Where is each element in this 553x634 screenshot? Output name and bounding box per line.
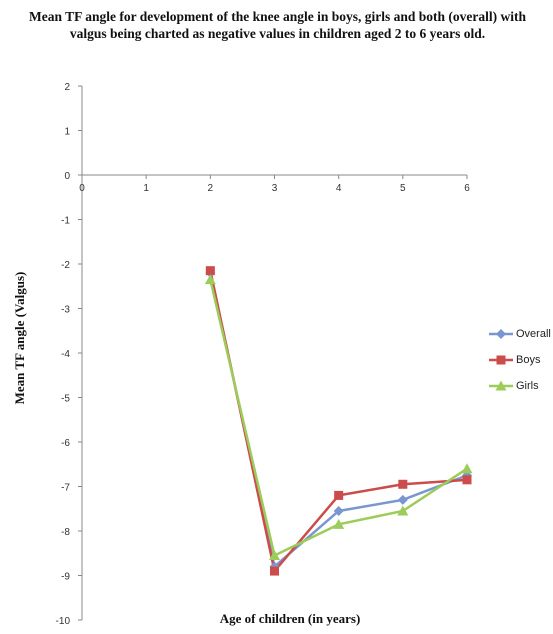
- legend-marker-girls: [495, 380, 507, 391]
- legend-label-overall: Overall: [516, 328, 551, 340]
- x-tick-label: 1: [143, 183, 149, 194]
- legend-marker-overall: [496, 329, 506, 339]
- data-point-girls: [204, 274, 216, 285]
- y-axis-label: Mean TF angle (Valgus): [12, 271, 27, 405]
- y-tick-label: -1: [61, 216, 70, 227]
- x-tick-label: 4: [336, 183, 342, 194]
- data-point-boys: [462, 475, 472, 485]
- data-point-overall: [333, 505, 344, 516]
- data-point-overall: [397, 494, 408, 505]
- data-point-girls: [333, 518, 345, 529]
- data-point-boys: [334, 490, 344, 500]
- legend-swatch-boys: [489, 355, 513, 365]
- y-tick-label: -5: [61, 394, 70, 405]
- data-point-girls: [461, 463, 473, 474]
- x-tick-label: 0: [79, 183, 85, 194]
- x-tick-label: 2: [208, 183, 214, 194]
- data-point-boys: [270, 566, 279, 576]
- data-point-girls: [397, 505, 409, 516]
- legend-label-boys: Boys: [516, 354, 541, 366]
- data-point-girls: [269, 549, 280, 560]
- x-axis-label: Age of children (in years): [219, 611, 361, 626]
- chart-title: Mean TF angle for development of the kne…: [28, 9, 526, 41]
- y-tick-label: 2: [64, 82, 70, 93]
- x-tick-label: 6: [464, 183, 470, 194]
- legend-label-girls: Girls: [516, 380, 539, 392]
- y-tick-label: -10: [56, 616, 71, 627]
- x-tick-label: 5: [400, 183, 406, 194]
- y-tick-label: -2: [61, 260, 70, 271]
- y-tick-label: -9: [61, 572, 70, 583]
- y-tick-label: -6: [61, 438, 70, 449]
- data-point-boys: [205, 266, 215, 276]
- legend-swatch-overall: [489, 329, 513, 339]
- y-tick-label: 1: [64, 127, 70, 138]
- y-tick-label: -7: [61, 483, 70, 494]
- x-tick-label: 3: [272, 183, 278, 194]
- legend-marker-boys: [496, 355, 506, 365]
- data-point-boys: [398, 479, 408, 489]
- y-tick-label: -8: [61, 527, 70, 538]
- y-tick-label: 0: [64, 171, 70, 182]
- y-tick-label: -3: [61, 305, 70, 316]
- legend-swatch-girls: [489, 380, 513, 391]
- y-tick-label: -4: [61, 349, 70, 360]
